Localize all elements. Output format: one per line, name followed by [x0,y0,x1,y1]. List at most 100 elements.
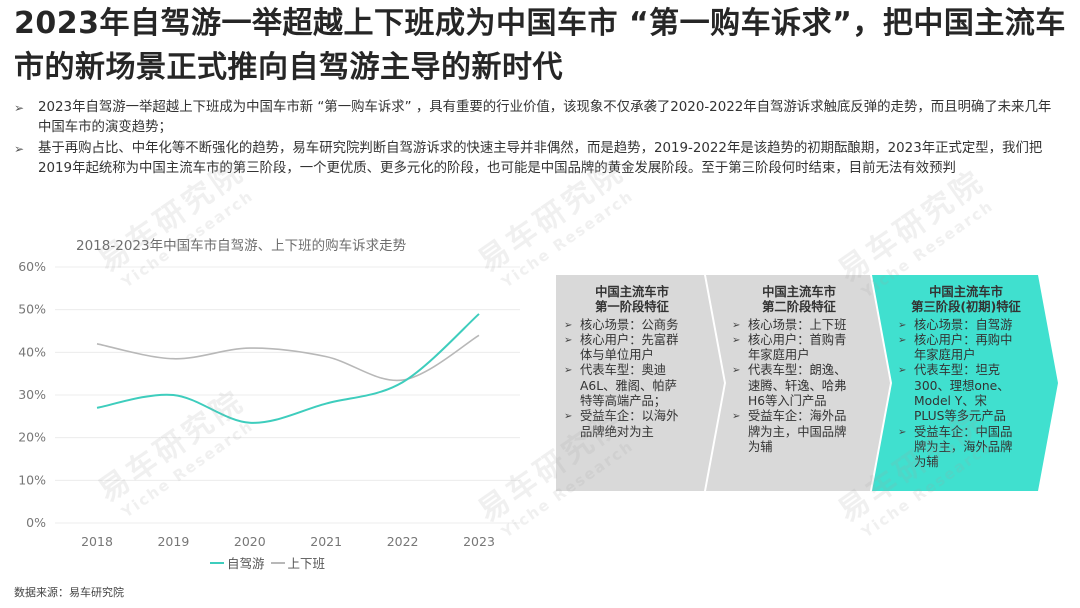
stage-item-text: Model Y、宋 [914,394,987,409]
arrow-bullet-icon [898,394,914,409]
legend-item-self-drive: 自驾游 [210,553,265,572]
stage-item-line: 年家庭用户 [732,348,866,363]
x-tick-label: 2018 [81,534,113,549]
stage-item-line: 为辅 [732,440,866,455]
arrow-bullet-icon [564,348,580,363]
y-tick-label: 50% [18,302,46,317]
stage-item-text: 为辅 [748,439,773,454]
x-tick-label: 2022 [387,534,419,549]
chevron-fill [872,275,1058,491]
stage-three: 中国主流车市 第三阶段(初期)特征 ➢ 核心场景：自驾游 ➢ 核心用户：再购中 年家庭用户 ➢… [872,275,1058,491]
x-axis-ticks: 2018 2019 2020 2021 2022 2023 [81,534,495,549]
stage-item-line: A6L、雅阁、帕萨 [564,379,700,394]
stage-item-text: 核心用户：先富群 [580,332,679,347]
stage-item-text: 年家庭用户 [748,348,810,363]
stage-item-text: 代表车型：奥迪 [580,363,667,378]
arrow-bullet-icon [732,425,748,440]
stage-item-line: ➢ 核心场景：公商务 [564,318,700,333]
legend-swatch-commute [270,561,285,564]
legend-label: 上下班 [287,556,326,571]
series-line-self-drive [96,313,480,424]
stage-item-line: ➢ 核心用户：先富群 [564,333,700,348]
stage-content: 中国主流车市 第二阶段特征 ➢ 核心场景：上下班 ➢ 核心用户：首购青 年家庭用户 ➢ 代表车型… [732,285,866,455]
stage-item-text: 年家庭用户 [914,348,976,363]
stage-item-line: 速腾、轩逸、哈弗 [732,379,866,394]
stage-item-text: 受益车企：中国品 [914,424,1013,439]
y-tick-label: 30% [18,387,46,402]
arrow-bullet-icon: ➢ [732,365,741,377]
data-source-note: 数据来源：易车研究院 [14,586,124,599]
stage-item-text: 牌为主，中国品牌 [748,424,847,439]
arrow-bullet-icon [732,348,748,363]
stage-item-line: ➢ 受益车企：中国品 [898,425,1034,440]
arrow-bullet-icon: ➢ [898,334,907,346]
stage-item-line: ➢ 代表车型：朗逸、 [732,363,866,378]
stage-item-text: 为辅 [914,455,939,470]
stage-item-line: ➢ 核心用户：再购中 [898,333,1034,348]
chevron-fill [556,275,724,491]
arrow-bullet-icon [898,348,914,363]
stage-item-text: 特等高端产品； [580,394,667,409]
chevron-shape [872,275,1058,491]
stage-item-text: 代表车型：坦克 [914,363,1001,378]
bullet-item: ➢ 基于再购占比、中年化等不断强化的趋势，易车研究院判断自驾游诉求的快速主导并非… [14,139,1064,179]
bullet-text: 基于再购占比、中年化等不断强化的趋势，易车研究院判断自驾游诉求的快速主导并非偶然… [38,141,1043,176]
stage-one: 中国主流车市 第一阶段特征 ➢ 核心场景：公商务 ➢ 核心用户：先富群 体与单位用户 ➢ 代表车… [556,275,724,491]
arrow-bullet-icon [898,455,914,470]
stage-item-line: 牌为主，中国品牌 [732,425,866,440]
y-tick-label: 10% [18,472,46,487]
arrow-bullet-icon [564,379,580,394]
arrow-bullet-icon: ➢ [732,319,741,331]
stage-item-text: 品牌绝对为主 [580,424,654,439]
chevron-shape [556,275,724,491]
stage-item-text: 代表车型：朗逸、 [748,363,847,378]
stage-item-text: 体与单位用户 [580,348,654,363]
stage-item-text: 牌为主，海外品牌 [914,439,1013,454]
y-tick-label: 40% [18,344,46,359]
y-tick-label: 0% [26,515,46,530]
stage-item-line: ➢ 受益车企：海外品 [732,409,866,424]
arrow-bullet-icon: ➢ [564,334,573,346]
arrow-bullet-icon [564,425,580,440]
stage-item-line: 300、理想one、 [898,379,1034,394]
stage-item-line: ➢ 核心用户：首购青 [732,333,866,348]
stage-item-text: 受益车企：以海外 [580,409,679,424]
stage-title-line: 第一阶段特征 [595,300,669,315]
stage-item-line: ➢ 代表车型：奥迪 [564,363,700,378]
y-tick-label: 20% [18,430,46,445]
stage-item-text: 速腾、轩逸、哈弗 [748,378,847,393]
stage-content: 中国主流车市 第一阶段特征 ➢ 核心场景：公商务 ➢ 核心用户：先富群 体与单位用户 ➢ 代表车… [564,285,700,440]
arrow-bullet-icon: ➢ [732,334,741,346]
stage-title-line: 中国主流车市 [595,285,669,299]
arrow-bullet-icon [732,394,748,409]
stage-content: 中国主流车市 第三阶段(初期)特征 ➢ 核心场景：自驾游 ➢ 核心用户：再购中 年家庭用户 ➢… [898,285,1034,471]
y-axis-ticks: 0% 10% 20% 30% 40% 50% 60% [18,259,46,530]
stage-item-line: ➢ 受益车企：以海外 [564,409,700,424]
stage-title: 中国主流车市 第三阶段(初期)特征 [898,285,1034,316]
bullet-item: ➢ 2023年自驾游一举超越上下班成为中国车市新 “第一购车诉求” ，具有重要的… [14,98,1064,138]
arrow-bullet-icon [564,394,580,409]
stage-arrows: 中国主流车市 第一阶段特征 ➢ 核心场景：公商务 ➢ 核心用户：先富群 体与单位用户 ➢ 代表车… [556,275,1058,491]
chart-gridlines [55,266,520,524]
arrow-bullet-icon: ➢ [14,101,25,115]
chart-series [96,313,480,424]
stage-item-text: 核心用户：首购青 [748,332,847,347]
arrow-bullet-icon: ➢ [564,319,573,331]
arrow-bullet-icon [898,409,914,424]
arrow-bullet-icon [898,379,914,394]
arrow-bullet-icon: ➢ [564,411,573,423]
stage-item-line: 为辅 [898,455,1034,470]
legend-item-commute: 上下班 [270,553,326,572]
x-tick-label: 2023 [463,534,495,549]
stage-title: 中国主流车市 第一阶段特征 [564,285,700,316]
stage-item-line: ➢ 核心场景：上下班 [732,318,866,333]
chevron-shape [706,275,890,491]
x-tick-label: 2020 [234,534,266,549]
stage-item-line: 品牌绝对为主 [564,425,700,440]
stage-title: 中国主流车市 第二阶段特征 [732,285,866,316]
arrow-bullet-icon [898,440,914,455]
legend-label: 自驾游 [227,556,265,571]
stage-item-line: 特等高端产品； [564,394,700,409]
arrow-bullet-icon [732,379,748,394]
bullet-text: 2023年自驾游一举超越上下班成为中国车市新 “第一购车诉求” ，具有重要的行业… [38,100,1052,135]
